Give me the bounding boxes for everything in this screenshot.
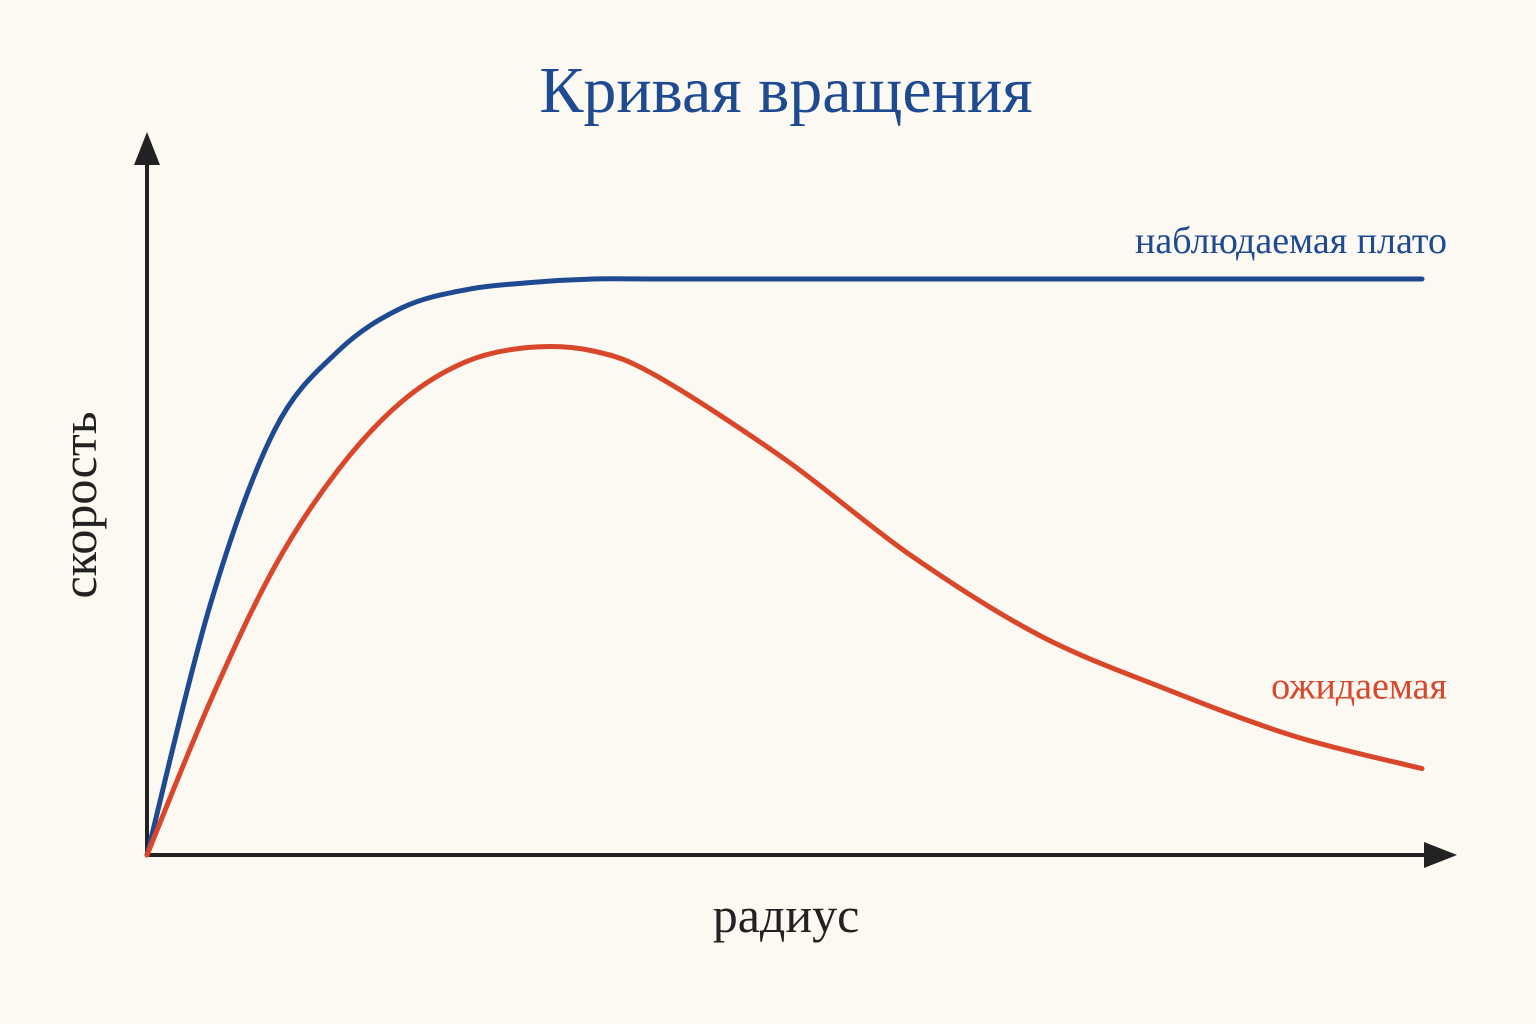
x-axis-label: радиус (713, 887, 860, 943)
y-axis-arrow (134, 132, 160, 165)
series-label: ожидаемая (1271, 666, 1447, 708)
x-axis-arrow (1424, 842, 1457, 868)
series-line (144, 276, 1425, 858)
series-line (144, 343, 1425, 858)
chart-title: Кривая вращения (539, 54, 1032, 127)
y-axis-label: скорость (51, 411, 107, 598)
axes (134, 132, 1457, 868)
series-label: наблюдаемая плато (1135, 220, 1447, 262)
